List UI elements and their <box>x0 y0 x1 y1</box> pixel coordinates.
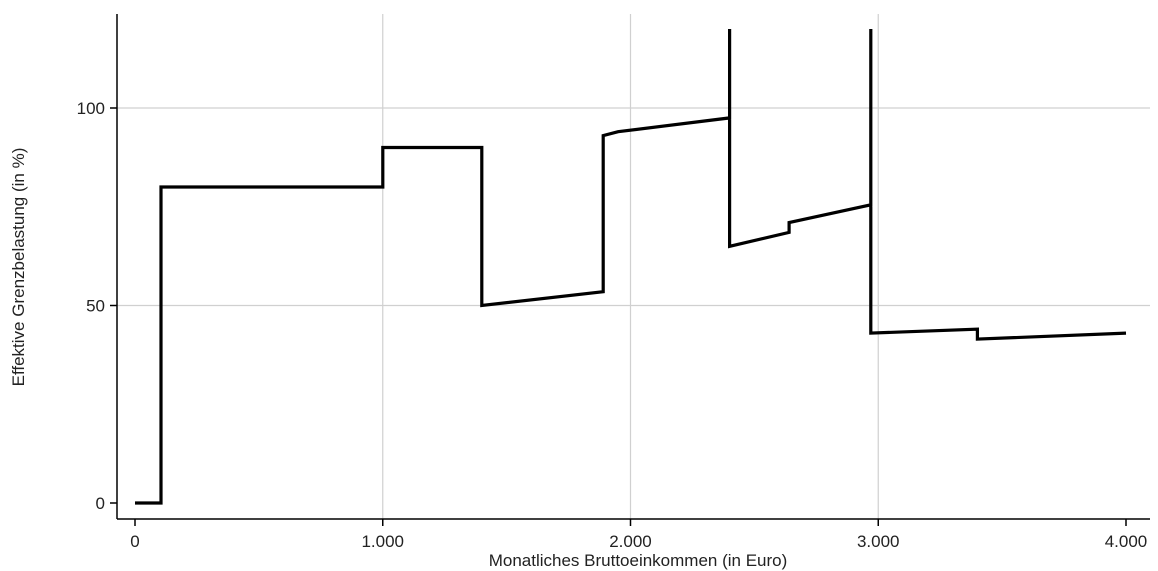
x-axis-title: Monatliches Bruttoeinkommen (in Euro) <box>489 551 788 570</box>
y-axis-title: Effektive Grenzbelastung (in %) <box>9 148 28 387</box>
x-tick-label: 3.000 <box>857 532 900 551</box>
x-axis-ticks: 0 1.000 2.000 3.000 4.000 <box>130 519 1147 551</box>
y-tick-label: 100 <box>77 99 105 118</box>
x-tick-label: 0 <box>130 532 139 551</box>
x-tick-label: 2.000 <box>609 532 652 551</box>
y-tick-label: 0 <box>96 494 105 513</box>
x-tick-label: 4.000 <box>1105 532 1148 551</box>
y-axis-ticks: 0 50 100 <box>77 99 117 513</box>
data-series-line <box>135 29 1127 505</box>
y-tick-label: 50 <box>86 297 105 316</box>
grid-lines <box>117 14 1150 519</box>
x-tick-label: 1.000 <box>361 532 404 551</box>
